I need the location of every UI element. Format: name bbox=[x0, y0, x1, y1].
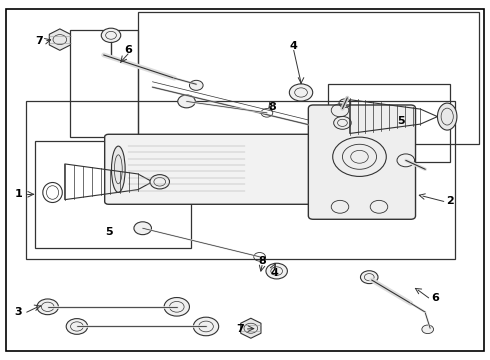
Text: 1: 1 bbox=[15, 189, 23, 199]
Circle shape bbox=[66, 319, 88, 334]
Circle shape bbox=[134, 222, 151, 235]
Circle shape bbox=[289, 84, 313, 101]
Circle shape bbox=[150, 175, 170, 189]
Text: 7: 7 bbox=[236, 324, 244, 334]
Text: 7: 7 bbox=[35, 36, 43, 46]
Circle shape bbox=[164, 297, 190, 316]
Circle shape bbox=[194, 317, 219, 336]
Polygon shape bbox=[241, 318, 261, 338]
Text: 6: 6 bbox=[124, 45, 132, 55]
Bar bbox=[26, 102, 455, 258]
Circle shape bbox=[266, 263, 288, 279]
Bar bbox=[70, 30, 138, 137]
Bar bbox=[35, 141, 192, 248]
Bar bbox=[328, 84, 450, 162]
Circle shape bbox=[422, 325, 434, 334]
Text: 8: 8 bbox=[268, 102, 276, 112]
Circle shape bbox=[361, 271, 378, 284]
FancyBboxPatch shape bbox=[105, 134, 356, 204]
FancyBboxPatch shape bbox=[308, 105, 416, 219]
Polygon shape bbox=[49, 29, 71, 50]
Text: 5: 5 bbox=[105, 227, 112, 237]
Ellipse shape bbox=[112, 146, 125, 193]
Text: 8: 8 bbox=[258, 256, 266, 266]
Text: 2: 2 bbox=[446, 197, 454, 206]
Ellipse shape bbox=[438, 103, 457, 130]
Text: 6: 6 bbox=[431, 293, 439, 303]
Circle shape bbox=[37, 299, 58, 315]
Circle shape bbox=[101, 28, 121, 42]
Circle shape bbox=[397, 154, 415, 167]
Text: 4: 4 bbox=[290, 41, 297, 51]
Text: 4: 4 bbox=[270, 268, 278, 278]
Bar bbox=[138, 12, 479, 144]
Circle shape bbox=[190, 80, 203, 90]
Circle shape bbox=[178, 95, 196, 108]
Text: 3: 3 bbox=[15, 307, 22, 317]
Text: 5: 5 bbox=[397, 116, 405, 126]
